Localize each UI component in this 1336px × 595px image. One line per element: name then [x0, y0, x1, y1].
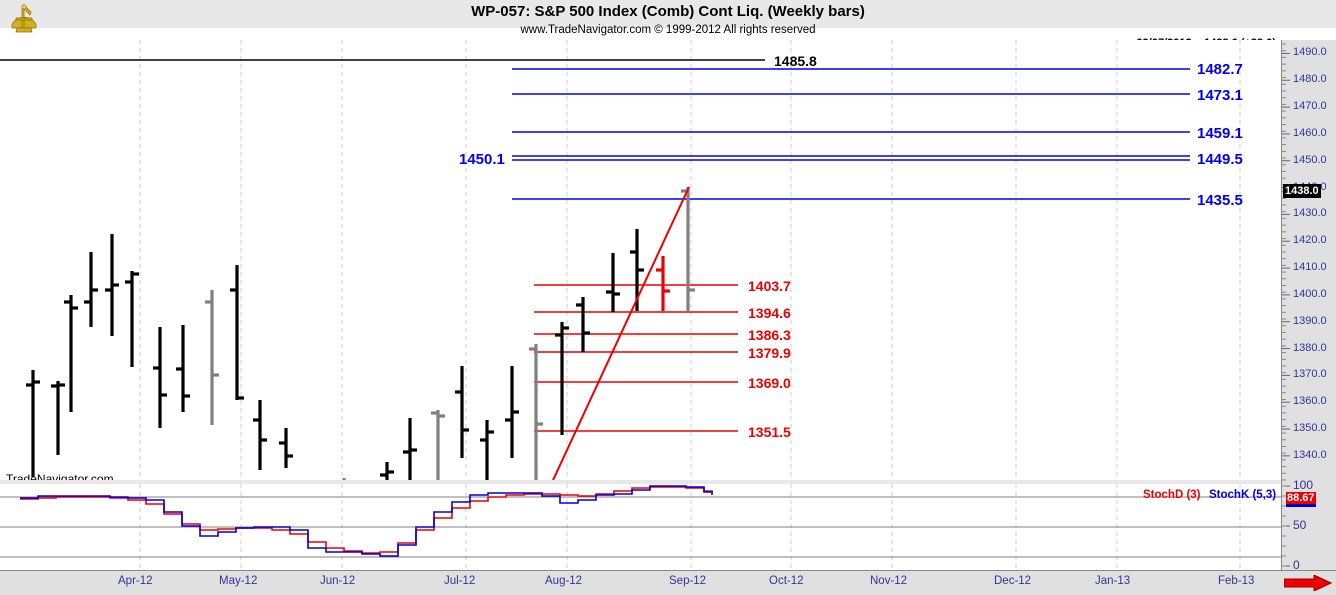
ohlc-bar[interactable] [576, 297, 590, 352]
price-tick-label: 1360.0 [1293, 395, 1327, 408]
price-tick-label: 1420.0 [1293, 234, 1327, 247]
resistance-label-1450.1: 1450.1 [459, 151, 505, 168]
page-title: WP-057: S&P 500 Index (Comb) Cont Liq. (… [471, 3, 865, 20]
stoch-value-badge: 88.67 [1286, 492, 1316, 507]
date-tick-Oct-12: Oct-12 [769, 575, 804, 587]
date-tick-Sep-12: Sep-12 [669, 575, 707, 587]
resistance-label-1485.8: 1485.8 [774, 53, 817, 69]
support-label-1369.0: 1369.0 [748, 375, 791, 391]
price-tick-label: 1490.0 [1293, 46, 1327, 59]
price-tick-label: 1380.0 [1293, 341, 1327, 354]
stoch-tick-label: 0 [1293, 558, 1300, 572]
price-tick-label: 1390.0 [1293, 314, 1327, 327]
legend-stoch-k: StochK (5,3) [1209, 489, 1277, 501]
date-tick-Dec-12: Dec-12 [994, 575, 1032, 587]
ohlc-bar[interactable] [455, 366, 469, 458]
resistance-label-1459.1: 1459.1 [1197, 125, 1243, 142]
stochastic-pane[interactable] [0, 484, 1281, 570]
ohlc-bar[interactable] [403, 418, 417, 480]
ohlc-bar[interactable] [480, 420, 494, 480]
date-tick-Jan-13: Jan-13 [1095, 575, 1131, 587]
ohlc-bar[interactable] [64, 295, 78, 412]
ohlc-bar[interactable] [253, 400, 267, 470]
price-tick-label: 1340.0 [1293, 448, 1327, 461]
date-tick-Nov-12: Nov-12 [870, 575, 908, 587]
stoch-k-line [20, 485, 713, 557]
resistance-label-1449.5: 1449.5 [1197, 151, 1243, 168]
ohlc-bar[interactable] [337, 478, 351, 480]
ohlc-bar[interactable] [431, 410, 445, 480]
price-tick-label: 1370.0 [1293, 368, 1327, 381]
date-tick-Aug-12: Aug-12 [545, 575, 583, 587]
support-label-1351.5: 1351.5 [748, 424, 791, 440]
resistance-label-1482.7: 1482.7 [1197, 61, 1243, 78]
stochastic-plot[interactable] [0, 484, 1281, 570]
ohlc-bar[interactable] [125, 271, 139, 367]
price-pane[interactable] [0, 40, 1281, 480]
date-axis[interactable] [0, 570, 1336, 595]
price-tick-label: 1430.0 [1293, 207, 1327, 220]
date-tick-Jul-12: Jul-12 [444, 575, 476, 587]
date-tick-May-12: May-12 [219, 575, 258, 587]
ohlc-bar[interactable] [230, 265, 244, 400]
ohlc-bar[interactable] [505, 366, 519, 458]
ohlc-bar[interactable] [176, 325, 190, 412]
ohlc-bar[interactable] [606, 253, 620, 312]
legend-stoch-d: StochD (3) [1143, 489, 1201, 501]
price-tick-label: 1400.0 [1293, 287, 1327, 300]
ohlc-bar[interactable] [529, 344, 543, 480]
date-tick-Jun-12: Jun-12 [320, 575, 356, 587]
ohlc-bar[interactable] [205, 290, 219, 425]
support-label-1379.9: 1379.9 [748, 345, 791, 361]
ohlc-bar[interactable] [279, 428, 293, 468]
last-price-badge: 1438.0 [1283, 184, 1321, 198]
resistance-label-1473.1: 1473.1 [1197, 87, 1243, 104]
chart-header: WP-057: S&P 500 Index (Comb) Cont Liq. (… [0, 0, 1336, 33]
ohlc-bar[interactable] [51, 381, 65, 455]
scroll-forward-arrow-icon[interactable] [1284, 575, 1332, 591]
price-axis-ticks [1282, 43, 1290, 567]
price-tick-label: 1350.0 [1293, 422, 1327, 435]
price-plot[interactable] [0, 40, 1281, 480]
ohlc-bar[interactable] [84, 252, 98, 327]
sextant-logo [11, 3, 37, 33]
resistance-label-1435.5: 1435.5 [1197, 192, 1243, 209]
ohlc-bar[interactable] [380, 462, 394, 480]
ohlc-bar[interactable] [153, 327, 167, 428]
price-tick-label: 1470.0 [1293, 100, 1327, 113]
support-label-1394.6: 1394.6 [748, 305, 791, 321]
date-tick-Feb-13: Feb-13 [1218, 575, 1255, 587]
ohlc-bar[interactable] [555, 322, 569, 435]
ohlc-bar[interactable] [26, 370, 40, 477]
ohlc-bar[interactable] [681, 187, 695, 311]
stoch-tick-label: 100 [1293, 478, 1314, 492]
pane-divider [0, 480, 1281, 484]
support-label-1403.7: 1403.7 [748, 278, 791, 294]
stoch-d-line [20, 486, 713, 554]
price-tick-label: 1410.0 [1293, 261, 1327, 274]
uptrend-line[interactable] [548, 186, 690, 480]
price-tick-label: 1480.0 [1293, 73, 1327, 86]
support-label-1386.3: 1386.3 [748, 327, 791, 343]
stoch-tick-label: 50 [1293, 518, 1307, 532]
copyright-line: www.TradeNavigator.com © 1999-2012 All r… [520, 24, 816, 36]
ohlc-bar[interactable] [105, 234, 119, 336]
price-tick-label: 1460.0 [1293, 126, 1327, 139]
date-tick-Apr-12: Apr-12 [118, 575, 153, 587]
price-tick-label: 1450.0 [1293, 153, 1327, 166]
price-axis[interactable] [1281, 40, 1336, 570]
ohlc-bar[interactable] [656, 256, 670, 311]
